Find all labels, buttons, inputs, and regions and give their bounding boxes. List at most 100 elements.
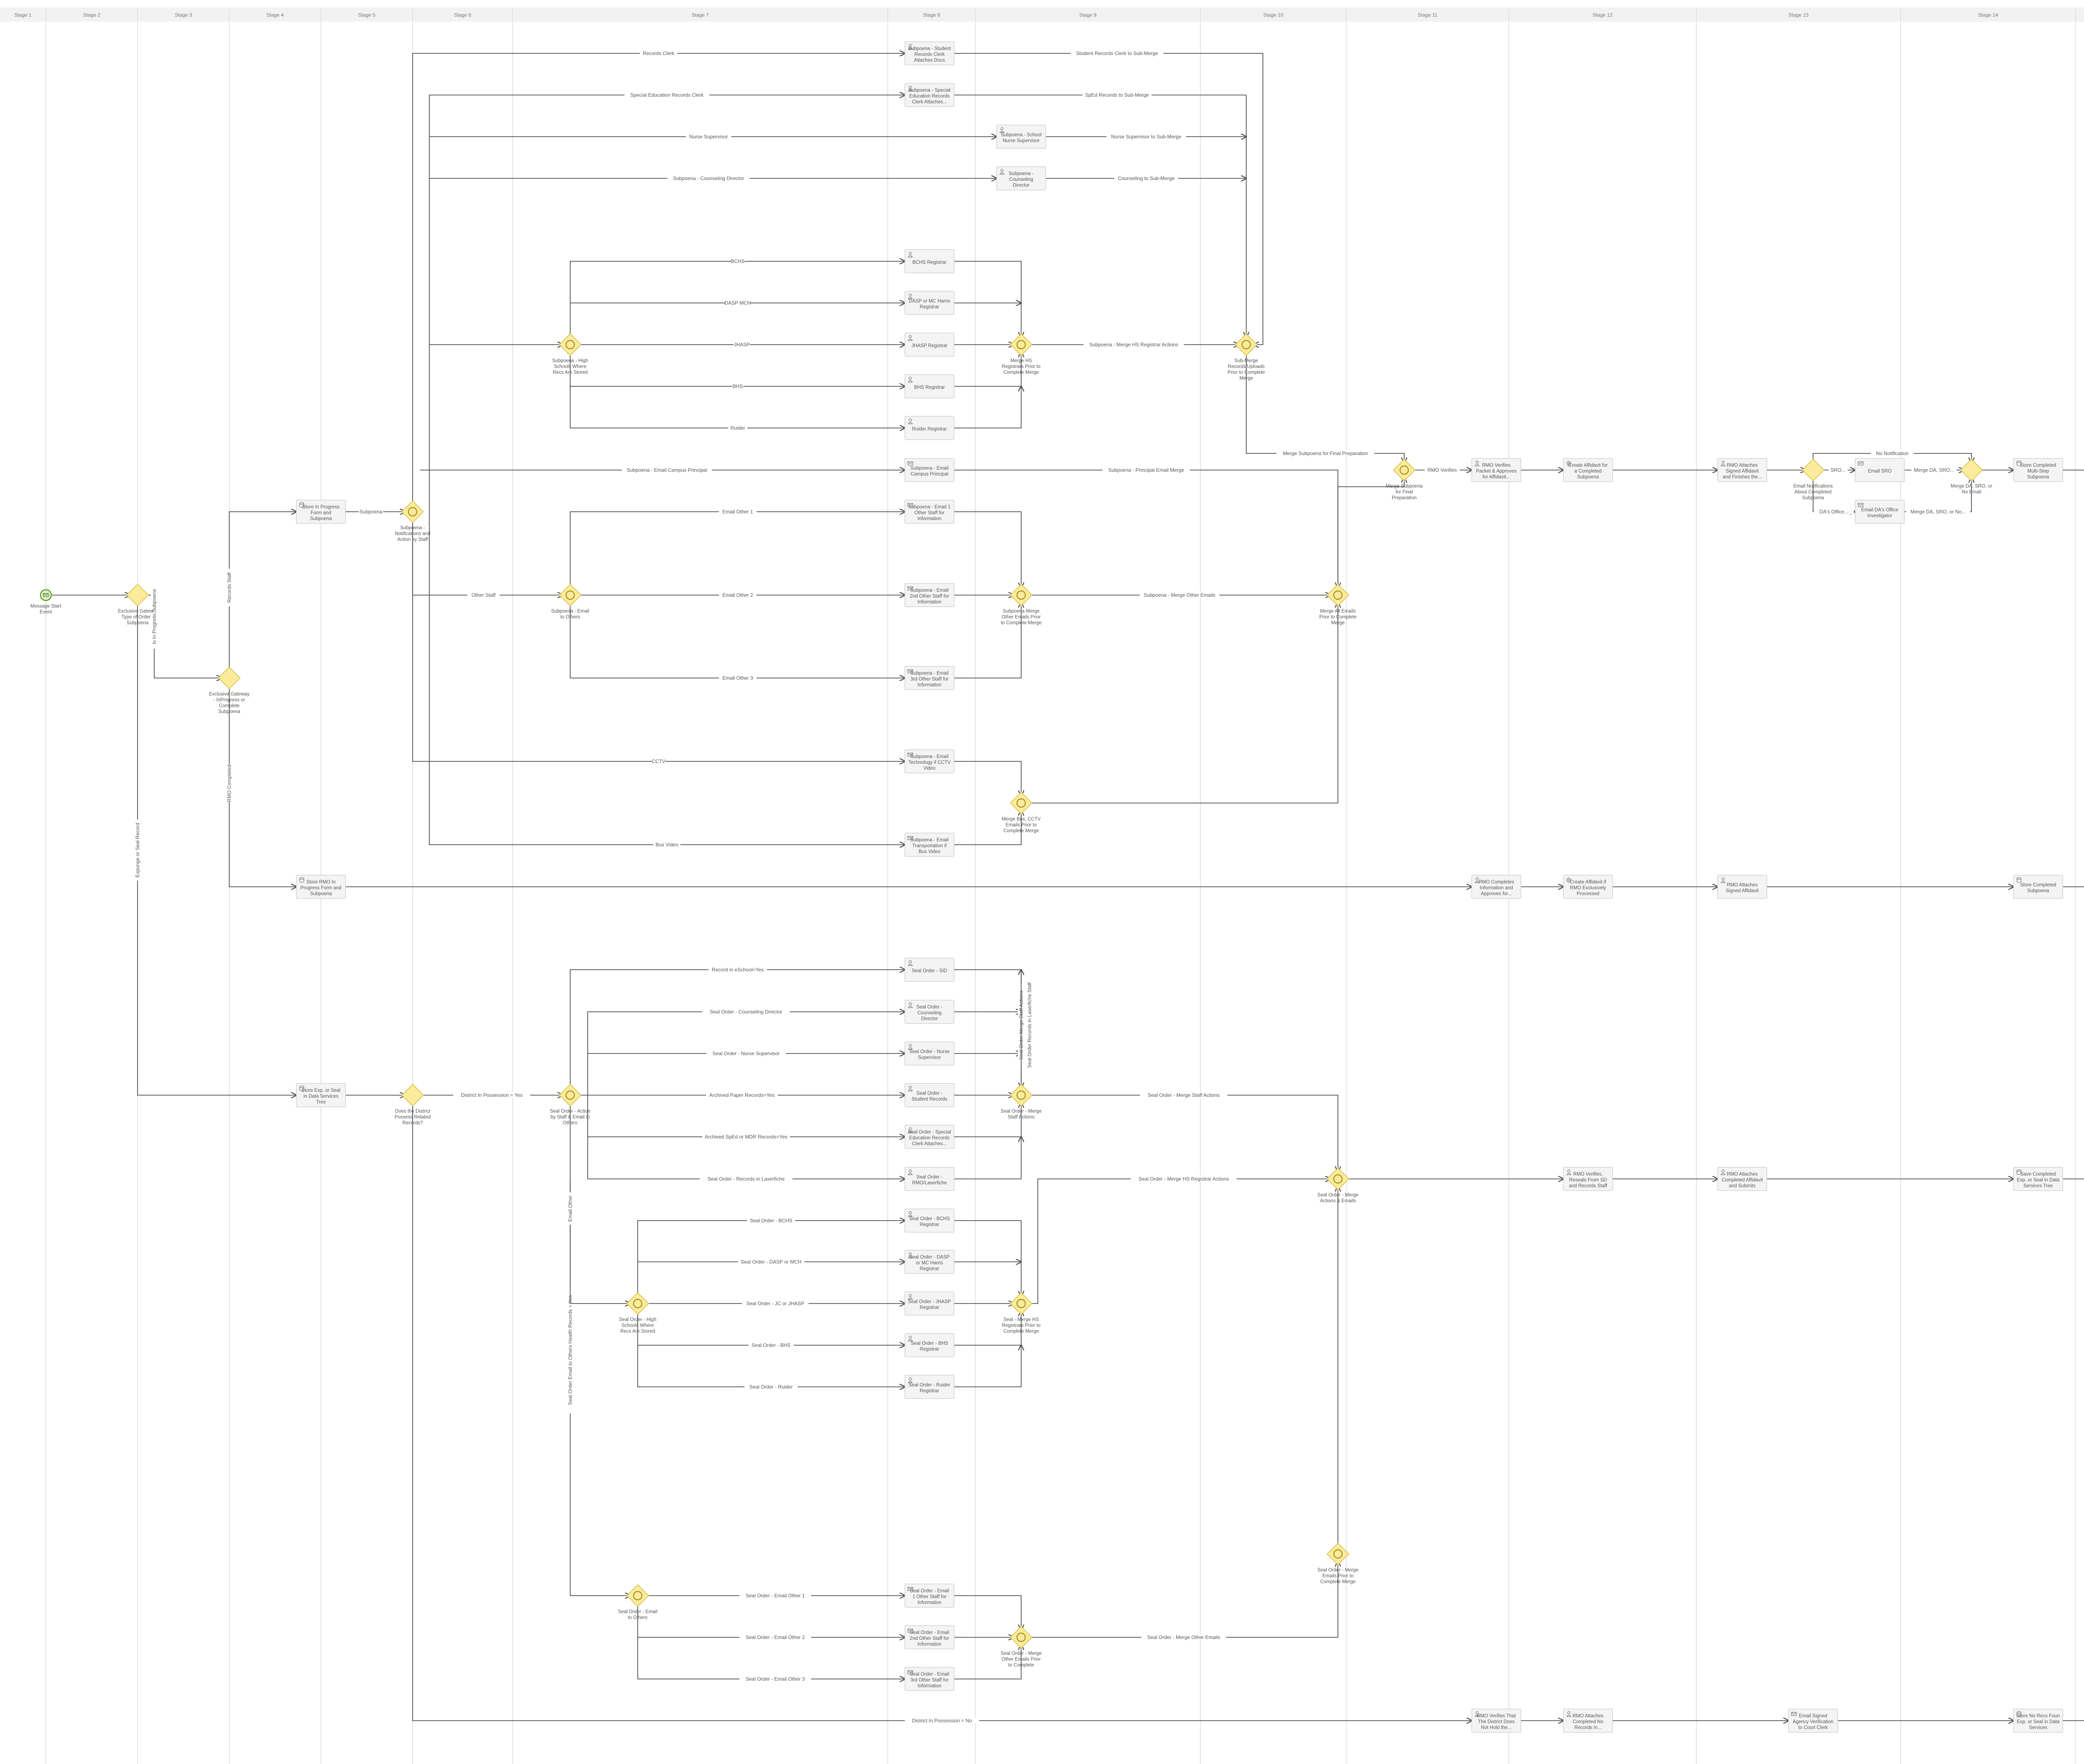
sequence-flow[interactable] [637,1637,905,1679]
sequence-flow[interactable] [1338,478,1404,588]
sequence-flow[interactable] [570,386,905,428]
sequence-flow[interactable] [1904,478,1971,512]
task-seal-sd[interactable]: Seal Order - SID [904,958,954,982]
sequence-flow[interactable] [1813,478,1855,512]
sequence-flow[interactable] [954,761,1021,796]
sequence-flow[interactable] [637,1603,905,1637]
sequence-flow[interactable] [1246,352,1404,463]
sequence-flow[interactable] [412,1103,1472,1721]
sequence-flow[interactable] [2063,470,2084,590]
task-bchs[interactable]: BCHS Registrar [904,249,954,273]
sequence-flow[interactable] [137,603,296,1095]
sequence-flow[interactable] [954,811,1021,845]
sequence-flow[interactable] [587,1095,905,1137]
task-bhs[interactable]: BHS Registrar [904,374,954,398]
sequence-flow[interactable] [587,1012,905,1095]
sequence-flow[interactable] [637,1311,905,1345]
sequence-flow[interactable] [954,1103,1021,1137]
task-jhasp[interactable]: JHASP Registrar [904,333,954,357]
sequence-flow[interactable] [954,1645,1021,1679]
sequence-flow[interactable] [412,519,905,761]
sequence-flow[interactable] [954,95,1246,337]
sequence-flow[interactable] [429,95,905,512]
sequence-flow[interactable] [954,1345,1021,1387]
sequence-flow[interactable] [637,1345,905,1387]
sequence-flow[interactable] [412,519,563,595]
sequence-flow[interactable] [570,1179,630,1304]
sequence-flow[interactable] [2063,1184,2084,1721]
task-ruider[interactable]: Ruider Registrar [904,416,954,440]
gateway-type[interactable]: Exclusive Gatew...Type of Order -Subpoen… [118,583,157,626]
task-seal-laser[interactable]: Seal Order -RMO/Laserfiche [904,1167,954,1191]
sequence-flow[interactable] [570,1103,630,1596]
sequence-flow[interactable] [570,603,905,678]
sequence-flow[interactable] [1029,1179,1330,1304]
sequence-flow[interactable] [587,1137,905,1179]
sequence-flow[interactable] [954,1595,1021,1630]
sequence-flow[interactable] [2063,600,2084,887]
task-seal-student[interactable]: Seal Order -Student Records [904,1083,954,1107]
sequence-flow[interactable] [570,970,905,1088]
sequence-flow[interactable] [570,352,905,386]
sequence-flow[interactable] [429,512,905,845]
sequence-flow[interactable] [954,1220,1021,1296]
sequence-flow[interactable] [954,969,1021,1088]
sequence-flow[interactable] [954,386,1021,428]
sequence-flow[interactable] [637,1221,905,1296]
sequence-flow[interactable] [954,261,1021,337]
sequence-flow[interactable] [954,1137,1021,1179]
sequence-flow[interactable] [570,512,905,588]
sequence-flow[interactable] [954,603,1021,678]
gateway-prog[interactable]: Exclusive Gateway- InProgress orComplete… [209,666,250,714]
sequence-flow[interactable] [1029,1095,1338,1171]
sequence-flow[interactable] [954,352,1021,387]
sequence-flow[interactable] [229,686,296,887]
